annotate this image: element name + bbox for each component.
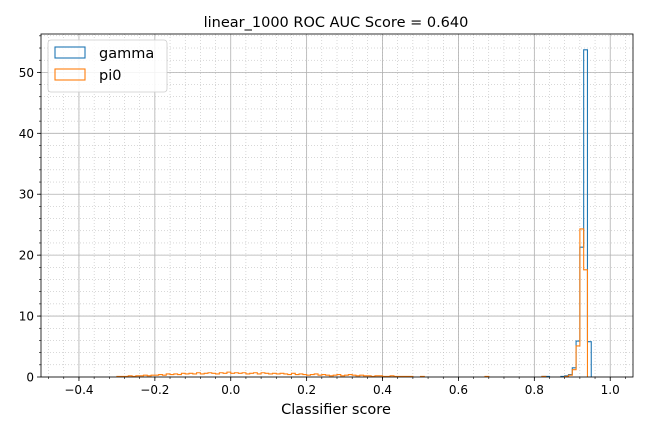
y-tick-label: 0: [26, 371, 34, 385]
legend-box: [47, 39, 168, 93]
y-tick-label: 30: [19, 188, 34, 202]
series-layer: [116, 49, 592, 377]
series-gamma-outline: [541, 49, 592, 377]
legend-label-pi0: pi0: [99, 68, 121, 84]
y-tick-label: 10: [19, 310, 34, 324]
x-axis-label: Classifier score: [281, 402, 391, 418]
x-tick-label: 0.0: [221, 383, 240, 397]
y-tick-label: 40: [19, 127, 34, 141]
x-tick-label: 0.4: [373, 383, 392, 397]
x-tick-label: −0.4: [64, 383, 93, 397]
y-tick-label: 20: [19, 249, 34, 263]
chart-title: linear_1000 ROC AUC Score = 0.640: [204, 15, 469, 31]
series-pi0-outline: [116, 228, 589, 377]
legend-swatch-gamma: [54, 46, 86, 59]
x-tick-label: 1.0: [601, 383, 620, 397]
ticks-layer: −0.4 −0.2 0.0 0.2 0.4 0.6 0.8 1.0 0 10 20 30 40 50: [19, 35, 626, 397]
legend-swatch-pi0: [54, 68, 86, 81]
x-tick-label: 0.6: [449, 383, 468, 397]
legend-label-gamma: gamma: [99, 46, 154, 62]
x-tick-label: −0.2: [140, 383, 169, 397]
legend: gamma pi0: [47, 39, 168, 93]
y-tick-label: 50: [19, 66, 34, 80]
x-tick-label: 0.8: [525, 383, 544, 397]
x-tick-label: 0.2: [297, 383, 316, 397]
